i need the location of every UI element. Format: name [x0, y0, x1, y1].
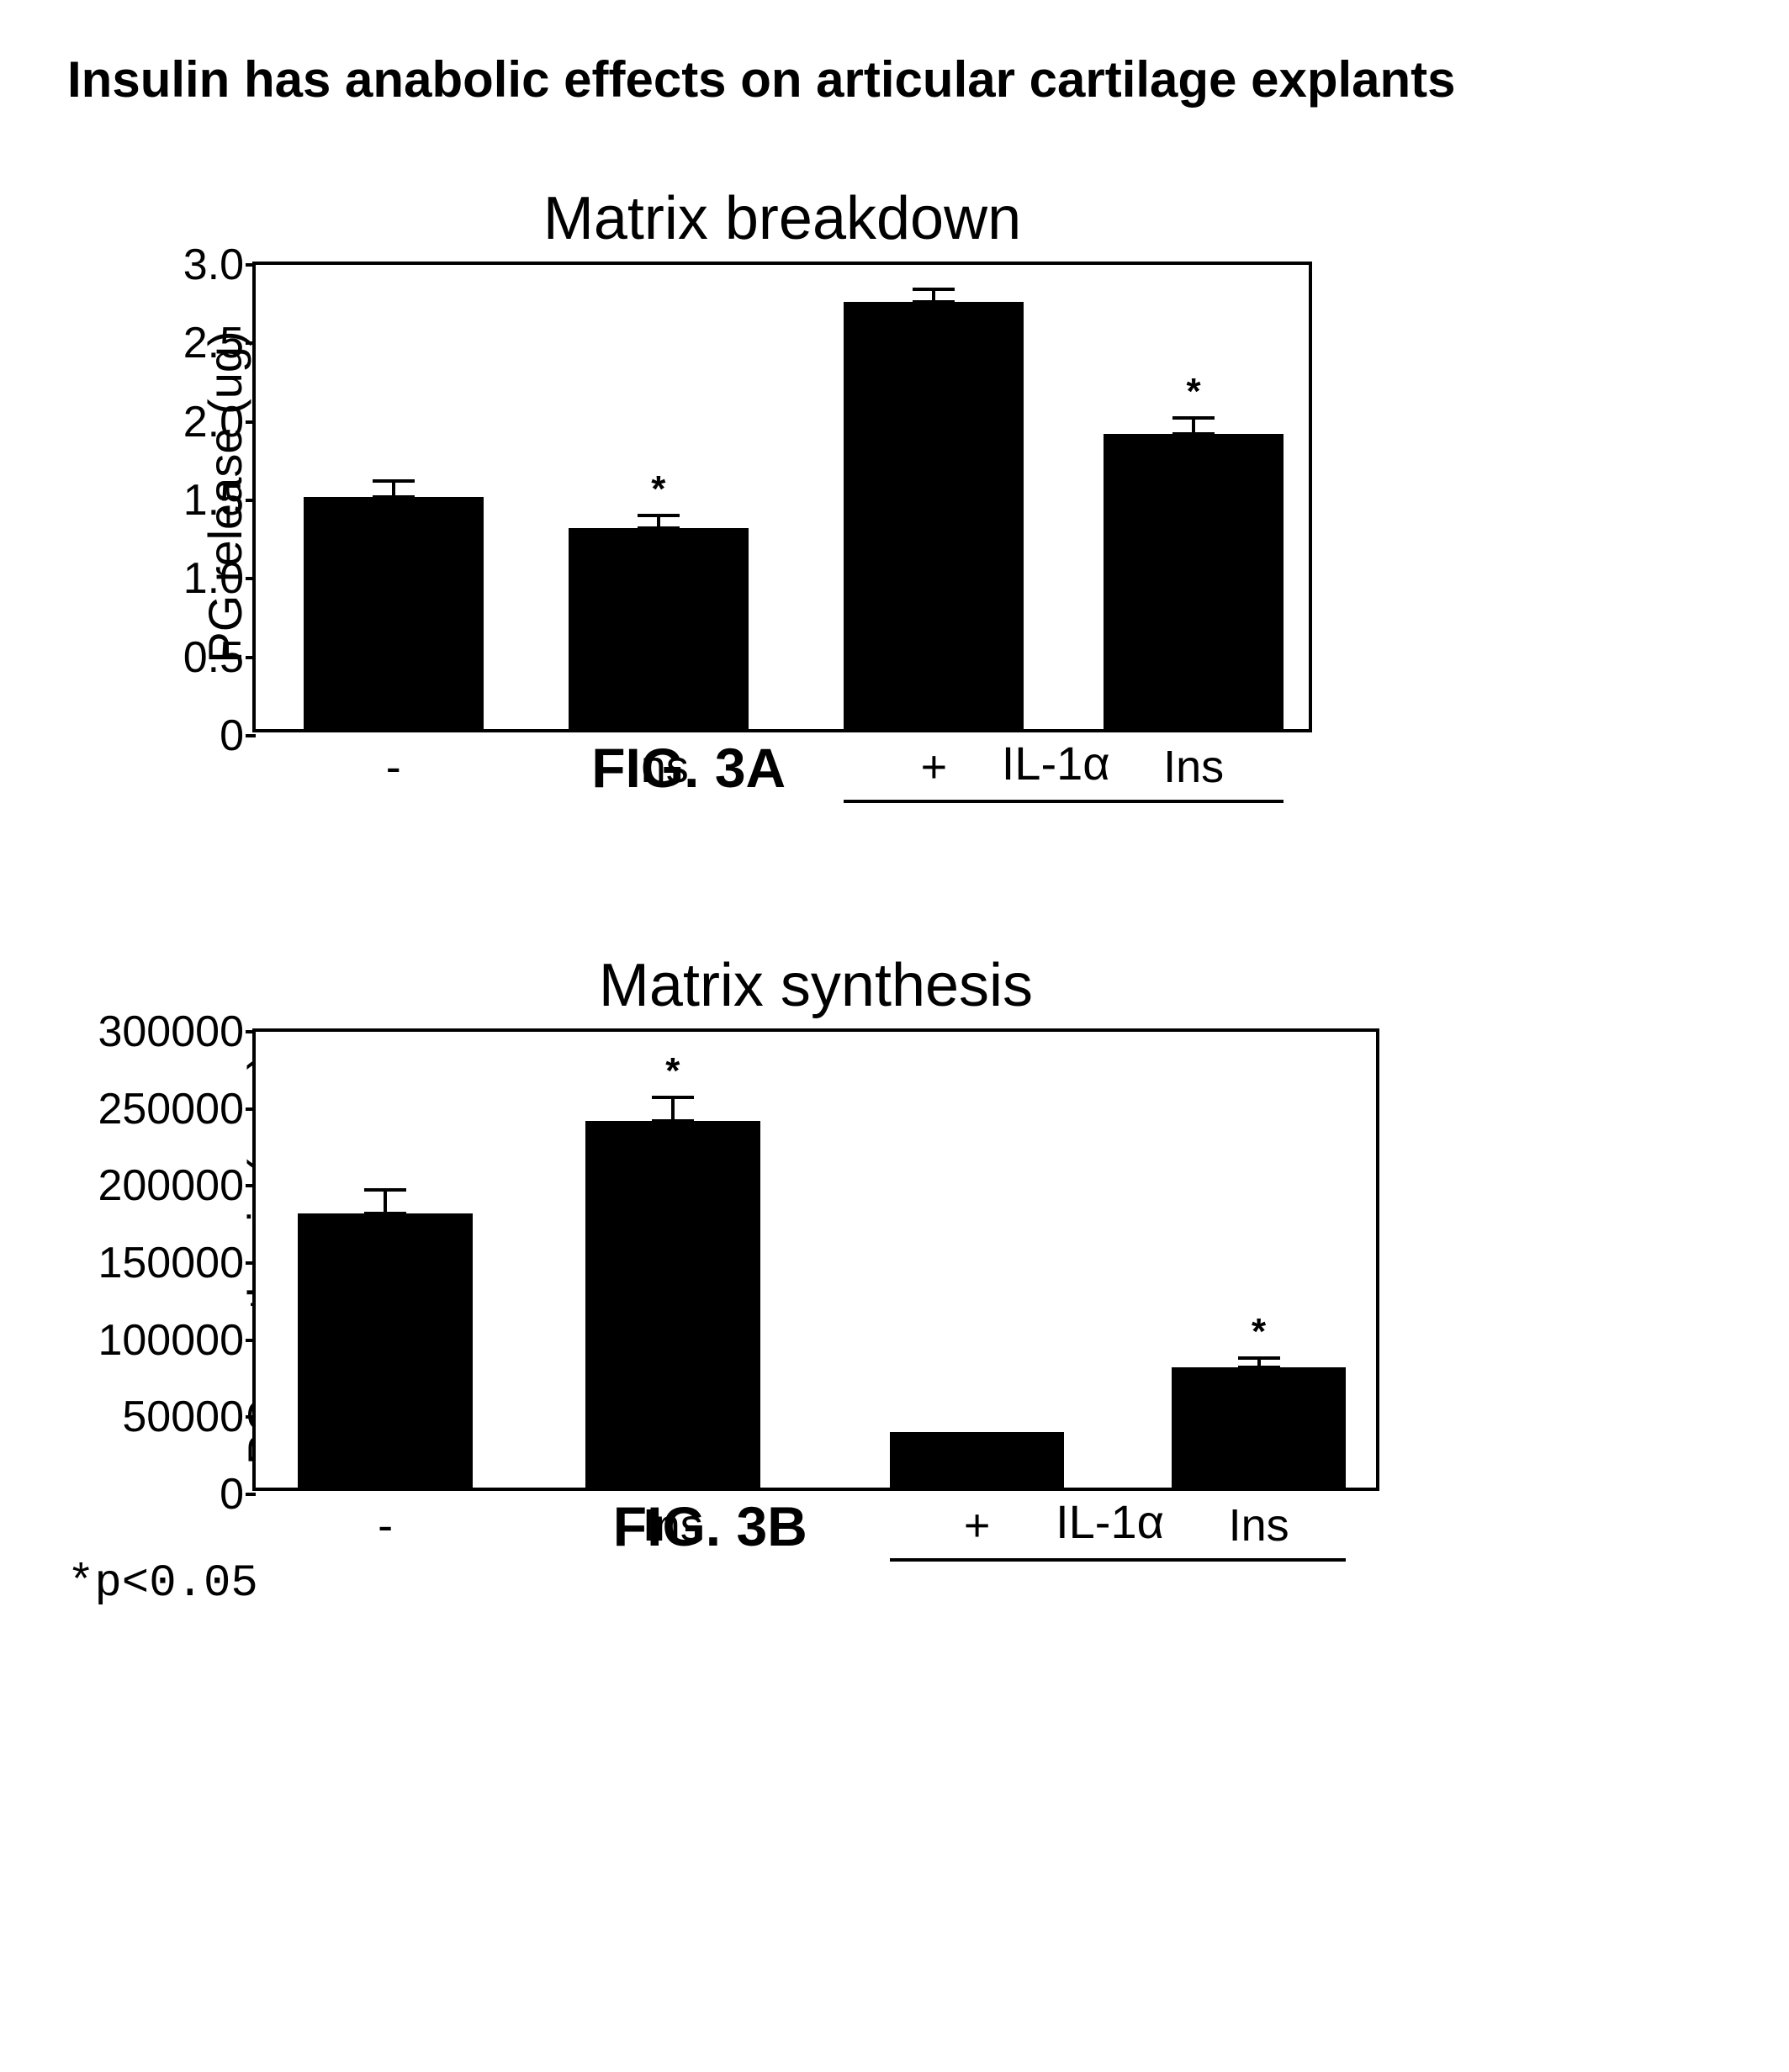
- ytick-label: 50000: [122, 1392, 244, 1442]
- ytick-label: 100000: [98, 1315, 244, 1366]
- error-cap: [364, 1212, 406, 1215]
- bar: [1172, 1367, 1347, 1488]
- significance-star: *: [1252, 1311, 1266, 1353]
- ytick-label: 1.0: [183, 553, 244, 604]
- error-bar: [384, 1190, 387, 1213]
- group-underline: [890, 1558, 1347, 1562]
- error-cap: [364, 1188, 406, 1192]
- chart-b-title: Matrix synthesis: [252, 951, 1379, 1020]
- ytick-label: 2.0: [183, 397, 244, 447]
- ytick-label: 200000: [98, 1160, 244, 1211]
- bar: [304, 497, 484, 729]
- error-cap: [373, 479, 415, 483]
- ytick-label: 2.5: [183, 318, 244, 368]
- error-cap: [913, 288, 955, 291]
- chart-b-caption: FIG. 3B: [613, 1494, 807, 1558]
- ytick-mark: [246, 1339, 256, 1342]
- group-underline: [844, 800, 1284, 803]
- ytick-mark: [246, 341, 256, 345]
- error-cap: [1172, 416, 1215, 420]
- chart-b-group-label: IL-1α: [1056, 1494, 1164, 1549]
- ytick-mark: [246, 420, 256, 424]
- xtick-label: +: [921, 741, 948, 793]
- ytick-label: 0: [220, 1469, 244, 1520]
- ytick-mark: [246, 1493, 256, 1496]
- error-bar: [671, 1097, 675, 1121]
- error-cap: [1238, 1366, 1280, 1369]
- chart-b-frame: 050000100000150000200000250000300000-*In…: [252, 1028, 1379, 1491]
- bar: [890, 1432, 1065, 1488]
- error-cap: [652, 1096, 694, 1099]
- chart-b-block: Matrix synthesis PG synthesis (cpm) 0500…: [252, 951, 1632, 1491]
- bar: [1104, 434, 1284, 729]
- error-cap: [638, 526, 680, 530]
- ytick-label: 250000: [98, 1084, 244, 1134]
- ytick-mark: [246, 1184, 256, 1187]
- page-title: Insulin has anabolic effects on articula…: [67, 50, 1755, 108]
- bar: [569, 528, 749, 729]
- xtick-label: Ins: [1229, 1499, 1289, 1551]
- error-cap: [373, 495, 415, 499]
- error-cap: [1172, 432, 1215, 436]
- error-cap: [652, 1119, 694, 1123]
- chart-a-title: Matrix breakdown: [252, 184, 1312, 253]
- ytick-mark: [246, 656, 256, 659]
- ytick-mark: [246, 1030, 256, 1033]
- chart-a-caption: FIG. 3A: [591, 736, 786, 800]
- bar: [298, 1213, 473, 1488]
- xtick-label: -: [386, 741, 401, 793]
- chart-a-block: Matrix breakdown PG release (ug) 00.51.0…: [252, 184, 1564, 732]
- ytick-mark: [246, 1415, 256, 1419]
- error-cap: [638, 514, 680, 517]
- significance-star: *: [1187, 371, 1201, 413]
- ytick-mark: [246, 1107, 256, 1111]
- significance-star: *: [651, 468, 665, 510]
- error-cap: [913, 300, 955, 304]
- chart-a-group-label: IL-1α: [1002, 736, 1110, 790]
- xtick-label: -: [378, 1499, 393, 1551]
- ytick-label: 150000: [98, 1238, 244, 1288]
- ytick-label: 0.5: [183, 632, 244, 683]
- bar: [585, 1121, 760, 1488]
- bar: [844, 302, 1024, 729]
- ytick-label: 0: [220, 711, 244, 761]
- ytick-label: 3.0: [183, 240, 244, 290]
- footnote: *p<0.05: [67, 1558, 1755, 1610]
- xtick-label: Ins: [1163, 741, 1224, 793]
- ytick-mark: [246, 263, 256, 267]
- ytick-label: 1.5: [183, 475, 244, 526]
- ytick-mark: [246, 1261, 256, 1265]
- ytick-mark: [246, 577, 256, 580]
- error-cap: [1238, 1356, 1280, 1360]
- xtick-label: +: [964, 1499, 991, 1551]
- ytick-mark: [246, 499, 256, 502]
- significance-star: *: [665, 1050, 680, 1092]
- chart-a-frame: 00.51.01.52.02.53.0-*Ins+*Ins: [252, 262, 1312, 732]
- ytick-label: 300000: [98, 1007, 244, 1057]
- ytick-mark: [246, 734, 256, 737]
